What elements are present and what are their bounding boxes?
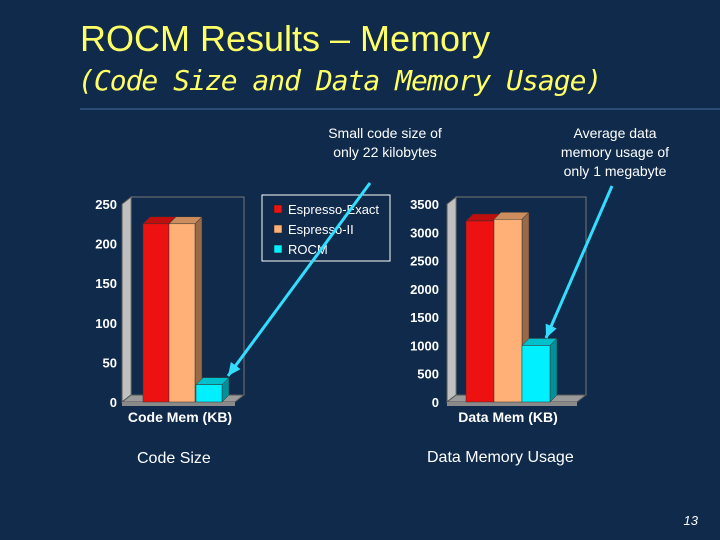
y-tick-label: 500	[417, 367, 439, 382]
page-number: 13	[683, 513, 698, 528]
y-tick-label: 100	[95, 316, 117, 331]
y-tick-label: 2000	[410, 282, 439, 297]
legend-label: Espresso-Exact	[288, 202, 379, 217]
legend-label: Espresso-II	[288, 222, 354, 237]
arrow-shaft	[226, 182, 372, 377]
arrow-shaft	[544, 185, 614, 339]
arrow-head	[545, 323, 557, 338]
bar-front	[195, 384, 223, 403]
chart-side-wall	[446, 195, 457, 404]
callout-data-line-1: Average data	[573, 125, 657, 141]
callout-data-line-2: memory usage of	[560, 144, 670, 160]
callout-arrows	[226, 182, 614, 377]
slide-subtitle: (Code Size and Data Memory Usage)	[78, 64, 602, 97]
arrow-to-data-rocm	[544, 185, 614, 339]
chart-side-wall	[121, 195, 132, 404]
chart-floor-edge	[447, 402, 577, 406]
bar-front	[142, 223, 170, 403]
y-tick-label: 0	[432, 395, 439, 410]
bar-espresso-ii	[493, 211, 530, 403]
bar-rocm	[195, 376, 230, 403]
y-tick-label: 200	[95, 237, 117, 252]
bar-front	[521, 345, 551, 403]
legend-swatch	[273, 204, 283, 214]
legend-box	[261, 194, 391, 262]
callout-code-line-1: Small code size of	[328, 125, 442, 141]
callout-code-line-2: only 22 kilobytes	[333, 144, 437, 160]
callout-data-usage: Average data memory usage of only 1 mega…	[545, 124, 685, 181]
bar-rocm	[521, 337, 558, 403]
y-tick-label: 3500	[410, 197, 439, 212]
y-tick-label: 3000	[410, 225, 439, 240]
bar-espresso-ii	[168, 216, 203, 403]
x-category-label: Code Mem (KB)	[128, 409, 232, 425]
arrow-to-code-rocm	[226, 182, 372, 377]
chart-2: 0 500 1000 1500 2000 2500 3000 3500 Data Mem (KB…	[410, 195, 588, 425]
y-tick-label: 250	[95, 197, 117, 212]
bar-side	[549, 337, 558, 403]
y-tick-label: 50	[103, 355, 117, 370]
title-divider	[80, 108, 720, 110]
chart-floor-edge	[122, 402, 235, 406]
arrow-head	[228, 361, 241, 376]
bar-front	[168, 223, 196, 403]
y-tick-label: 1500	[410, 310, 439, 325]
chart-1: 0 50 100 150 200 250 Code Mem (KB) Espresso-Exa…	[95, 194, 391, 425]
bar-side	[194, 216, 203, 403]
legend-swatch	[273, 224, 283, 234]
bar-front	[465, 220, 495, 403]
x-category-label: Data Mem (KB)	[458, 409, 558, 425]
y-tick-label: 150	[95, 276, 117, 291]
caption-data-usage: Data Memory Usage	[427, 449, 574, 466]
bar-front	[493, 219, 523, 403]
y-tick-label: 1000	[410, 338, 439, 353]
y-tick-label: 2500	[410, 254, 439, 269]
y-tick-label: 0	[110, 395, 117, 410]
caption-code-size: Code Size	[137, 450, 211, 467]
callout-code-size: Small code size of only 22 kilobytes	[320, 124, 450, 162]
callout-data-line-3: only 1 megabyte	[563, 163, 667, 179]
slide-title: ROCM Results – Memory	[80, 18, 491, 59]
legend-swatch	[273, 244, 283, 254]
